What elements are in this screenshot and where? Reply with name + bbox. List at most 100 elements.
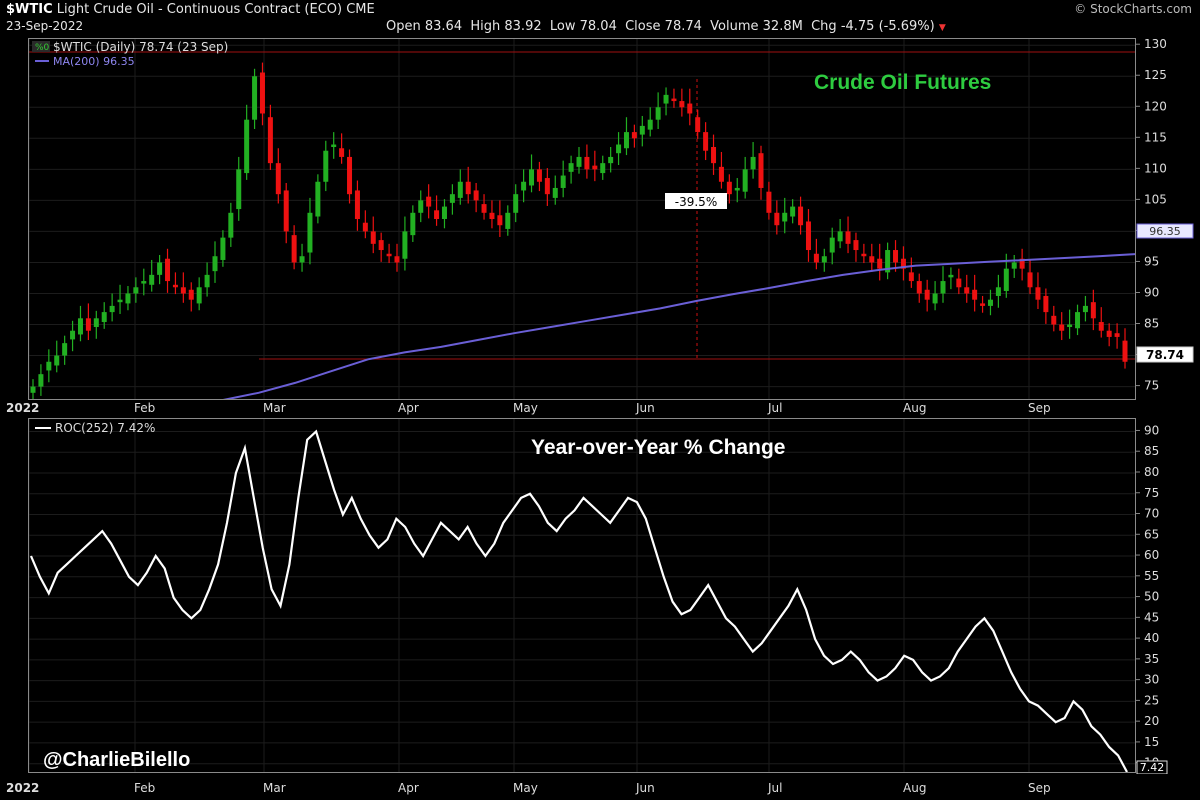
price-axis-tick-label: 125	[1144, 68, 1167, 82]
price-axis-ticks: 7580859095100105110115120125130	[1136, 38, 1167, 393]
x-axis-label: Feb	[134, 781, 155, 795]
roc-axis-ticks: 1015202530354045505560657075808590	[1136, 423, 1159, 770]
price-candle-body	[695, 117, 701, 133]
price-candle-body	[165, 258, 171, 282]
price-candle-body	[980, 303, 986, 306]
ma-value-tag	[1136, 223, 1194, 239]
price-candle-body	[204, 274, 210, 288]
volume-label: Volume	[710, 19, 759, 34]
price-candle-body	[299, 256, 305, 263]
price-candle-body	[829, 237, 835, 253]
price-candle-body	[465, 181, 471, 195]
close-label: Close	[625, 19, 661, 34]
price-candle-body	[813, 253, 819, 263]
legend-candle-icon	[32, 41, 50, 52]
price-candle-body	[995, 287, 1001, 296]
price-candle-body	[93, 318, 99, 327]
price-candle-body	[315, 181, 321, 217]
price-candle-body	[331, 144, 337, 147]
roc-axis-tick-label: 35	[1144, 652, 1159, 666]
roc-axis-tick-label: 40	[1144, 631, 1159, 645]
price-candle-body	[117, 299, 123, 303]
high-label: High	[470, 19, 501, 34]
price-candle-body	[821, 256, 827, 263]
price-candle-body	[885, 250, 891, 273]
price-candle-body	[505, 212, 511, 229]
price-candle-body	[877, 258, 883, 269]
x-axis-label: Aug	[903, 781, 926, 795]
price-candle-body	[473, 190, 479, 201]
price-candle-body	[521, 181, 527, 191]
roc-axis-tick-label: 85	[1144, 444, 1159, 458]
down-arrow-icon: ▼	[938, 23, 946, 33]
price-candle-body	[703, 132, 709, 151]
x-axis-label: Jul	[767, 401, 782, 415]
price-candle-body	[576, 156, 582, 167]
price-candle-body	[125, 293, 131, 304]
price-candle-body	[560, 175, 566, 188]
roc-axis-tick-label: 20	[1144, 714, 1159, 728]
price-candle-body	[347, 156, 353, 195]
price-candle-body	[1043, 295, 1049, 313]
price-candle-body	[275, 163, 281, 195]
open-label: Open	[386, 19, 421, 34]
roc-axis-tick-label: 60	[1144, 548, 1159, 562]
x-axis-label: Feb	[134, 401, 155, 415]
price-candle-body	[972, 289, 978, 300]
price-candle-body	[568, 163, 574, 172]
low-value: 78.04	[579, 19, 617, 34]
price-candle-body	[529, 169, 535, 186]
price-candle-body	[861, 253, 867, 257]
chg-label: Chg	[811, 19, 837, 34]
x-axis-label: Jun	[635, 401, 655, 415]
price-candle-body	[900, 258, 906, 269]
price-candle-body	[378, 240, 384, 251]
price-candle-body	[663, 94, 669, 104]
roc-axis-tick-label: 25	[1144, 693, 1159, 707]
price-candle-body	[394, 256, 400, 263]
price-candle-body	[362, 222, 368, 232]
price-candle-body	[418, 200, 424, 213]
price-candle-body	[544, 178, 550, 195]
price-candle-body	[1003, 268, 1009, 291]
price-candle-body	[489, 212, 495, 219]
x-axis-label: 2022	[6, 781, 39, 795]
x-axis-label: Apr	[398, 781, 419, 795]
price-candle-body	[236, 169, 242, 210]
price-candle-body	[283, 190, 289, 232]
open-value: 83.64	[424, 19, 463, 34]
price-axis-tick-label: 95	[1144, 254, 1159, 268]
price-candle-body	[536, 169, 542, 182]
price-candle-body	[1090, 302, 1096, 319]
price-candle-body	[940, 281, 946, 294]
price-candle-body	[805, 221, 811, 251]
price-candle-body	[647, 119, 653, 130]
price-candle-body	[370, 231, 376, 244]
price-candle-body	[1011, 262, 1017, 269]
close-value-tag	[1136, 346, 1194, 363]
price-panel-title: Crude Oil Futures	[814, 71, 991, 94]
watermark: © StockCharts.com	[1074, 2, 1192, 16]
price-candle-body	[220, 237, 226, 260]
price-candle-body	[845, 231, 851, 244]
roc-axis-tick-label: 30	[1144, 673, 1159, 687]
price-axis-tick-label: 90	[1144, 285, 1159, 299]
price-candle-body	[1027, 272, 1033, 288]
price-candle-body	[1019, 258, 1025, 269]
price-candle-body	[513, 194, 519, 213]
roc-axis: 1015202530354045505560657075808590 7.42	[1136, 423, 1168, 774]
price-candle-body	[679, 101, 685, 108]
x-axis-label: Sep	[1028, 401, 1051, 415]
roc-axis-tick-label: 15	[1144, 735, 1159, 749]
price-axis-tick-label: 85	[1144, 317, 1159, 331]
price-candle-body	[101, 312, 107, 323]
price-candle-body	[853, 240, 859, 251]
price-axis-tick-label: 110	[1144, 161, 1167, 175]
price-candle-body	[623, 132, 629, 149]
price-candle-body	[62, 343, 68, 356]
price-candle-body	[1067, 324, 1073, 327]
price-candle-body	[196, 287, 202, 304]
chart-header-line1: $WTIC Light Crude Oil - Continuous Contr…	[6, 2, 375, 17]
roc-line	[29, 429, 1128, 773]
price-candle-body	[307, 212, 313, 253]
